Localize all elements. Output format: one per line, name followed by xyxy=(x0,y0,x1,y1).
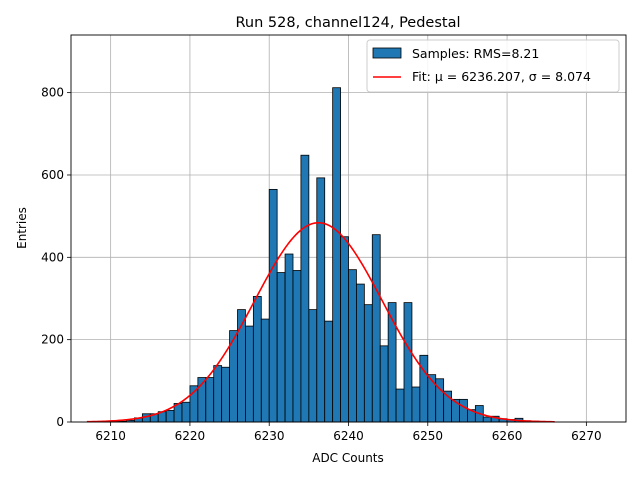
legend-label-fit: Fit: μ = 6236.207, σ = 8.074 xyxy=(412,69,591,84)
y-tick-label: 200 xyxy=(41,333,64,347)
histogram-bar xyxy=(482,416,492,423)
histogram-bar xyxy=(252,296,262,423)
x-tick-label: 6240 xyxy=(333,429,364,443)
histogram-bar xyxy=(356,283,365,423)
histogram-bar xyxy=(395,388,405,423)
y-axis-label: Entries xyxy=(15,207,29,249)
legend-label-histogram: Samples: RMS=8.21 xyxy=(412,46,539,61)
histogram-bar xyxy=(292,270,302,423)
histogram-bar xyxy=(276,272,286,423)
y-tick-label: 400 xyxy=(41,250,64,264)
histogram-bar xyxy=(459,398,468,423)
axis-ticks: 6210 6220 6230 6240 6250 6260 6270 0 200 400 600 80… xyxy=(41,86,602,443)
histogram-bar xyxy=(411,386,421,423)
histogram-bar xyxy=(284,253,294,423)
y-tick-label: 800 xyxy=(41,86,64,100)
histogram-bar xyxy=(332,87,341,423)
histogram-bar xyxy=(308,309,318,423)
x-tick-label: 6210 xyxy=(95,429,126,443)
y-tick-label: 600 xyxy=(41,168,64,182)
gaussian-fit-curve xyxy=(86,221,555,423)
histogram-bar xyxy=(205,377,215,423)
histogram-bar xyxy=(268,188,278,423)
histogram-bar xyxy=(181,401,191,423)
x-tick-label: 6260 xyxy=(492,429,523,443)
histogram-bar xyxy=(363,304,373,423)
legend-box xyxy=(366,39,620,93)
histogram-bar xyxy=(419,354,429,423)
histogram-bar xyxy=(316,177,326,423)
histogram-bar xyxy=(348,269,357,423)
x-tick-label: 6220 xyxy=(175,429,206,443)
legend-swatch-histogram xyxy=(372,47,402,59)
histogram-bar xyxy=(371,234,381,423)
legend: Samples: RMS=8.21 Fit: μ = 6236.207, σ =… xyxy=(366,39,620,93)
x-tick-label: 6270 xyxy=(571,429,602,443)
histogram-bar xyxy=(427,374,437,423)
histogram-bar xyxy=(213,365,223,423)
x-axis-label: ADC Counts xyxy=(312,451,384,465)
histogram-bar xyxy=(300,154,310,423)
histogram-bar xyxy=(221,366,230,423)
histogram-bar xyxy=(165,410,175,423)
histogram-bar xyxy=(324,320,334,423)
fit-curve-layer xyxy=(86,221,555,423)
histogram-bar xyxy=(403,302,413,423)
chart-title: Run 528, channel124, Pedestal xyxy=(235,15,460,31)
y-tick-label: 0 xyxy=(56,415,64,429)
histogram-bar xyxy=(245,325,254,423)
histogram-bars xyxy=(102,87,548,423)
x-tick-label: 6250 xyxy=(413,429,444,443)
histogram-bar xyxy=(379,345,389,423)
histogram-bar xyxy=(340,236,349,423)
x-tick-label: 6230 xyxy=(254,429,285,443)
histogram-bar xyxy=(260,318,270,423)
